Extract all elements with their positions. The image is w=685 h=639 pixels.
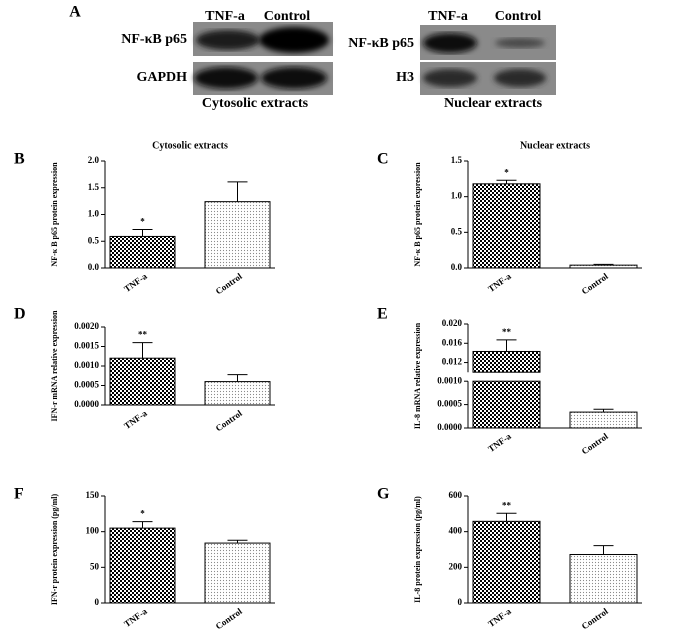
y-tick-label: 2.0 (88, 155, 100, 165)
significance: * (140, 217, 145, 227)
bar (472, 183, 541, 269)
x-tick-label: TNF-a (486, 431, 513, 454)
panel-letter: G (377, 486, 390, 503)
error-bar (593, 263, 614, 266)
blot-row: NF-κB p65 (121, 32, 187, 47)
significance: * (140, 509, 145, 519)
y-axis-label: NF-κ B p65 protein expression (50, 162, 59, 267)
x-tick-label: Control (580, 606, 611, 632)
significance: ** (502, 500, 512, 510)
error-bar (496, 179, 517, 184)
bar (569, 264, 638, 269)
y-tick-label: 1.5 (451, 155, 463, 165)
y-tick-label: 0 (458, 597, 463, 607)
error-bar (132, 228, 153, 237)
x-tick-label: TNF-a (486, 271, 513, 294)
x-tick-label: Control (214, 606, 245, 632)
y-tick-label: 0.0 (451, 262, 463, 272)
significance: * (504, 167, 509, 177)
y-tick-label: 0.012 (442, 357, 463, 367)
panel-letter: B (14, 151, 25, 168)
panel-letter: C (377, 151, 389, 168)
bar (569, 553, 638, 604)
blot-row: NF-κB p65 (348, 36, 414, 51)
x-tick-label: Control (214, 408, 245, 434)
x-tick-label: Control (214, 271, 245, 297)
x-tick-label: TNF-a (486, 606, 513, 629)
error-bar (227, 181, 248, 202)
bar (109, 235, 176, 269)
y-axis-label: IL-8 mRNA relative expression (413, 322, 422, 429)
significance: ** (502, 327, 512, 337)
y-tick-label: 0.0010 (74, 360, 99, 370)
blot-caption: Nuclear extracts (444, 96, 543, 111)
bar (109, 357, 176, 406)
blot-column: Control (264, 9, 311, 24)
bar (204, 381, 271, 406)
bar (204, 201, 271, 269)
bar (569, 411, 638, 429)
y-tick-label: 0.016 (442, 337, 463, 347)
y-tick-label: 0.020 (442, 318, 463, 328)
y-tick-label: 0.0000 (74, 399, 99, 409)
y-axis-label: NF-κ B p65 protein expression (413, 162, 422, 267)
panel-letter: D (14, 306, 26, 323)
y-tick-label: 0.0015 (74, 341, 99, 351)
y-tick-label: 0.0020 (74, 321, 99, 331)
error-bar (227, 374, 248, 382)
chart-title: Cytosolic extracts (152, 140, 228, 151)
y-tick-label: 150 (86, 490, 100, 500)
y-tick-label: 0.5 (88, 235, 100, 245)
y-tick-label: 0.0000 (437, 422, 462, 432)
blot-column: TNF-a (205, 9, 245, 24)
y-tick-label: 50 (90, 561, 100, 571)
panel-letter: E (377, 306, 388, 323)
blot-column: Control (495, 9, 542, 24)
error-bar (496, 512, 517, 522)
error-bar (132, 342, 153, 359)
panel-letter: F (14, 486, 24, 503)
bar (109, 527, 176, 604)
y-tick-label: 600 (449, 490, 463, 500)
error-bar (496, 339, 517, 352)
y-tick-label: 1.0 (88, 209, 100, 219)
x-tick-label: Control (580, 271, 611, 297)
y-tick-label: 100 (86, 526, 100, 536)
significance: ** (138, 330, 148, 340)
panel-letter: A (69, 4, 81, 21)
x-tick-label: TNF-a (122, 408, 149, 431)
x-tick-label: TNF-a (122, 606, 149, 629)
blot-right (420, 25, 556, 95)
y-axis-label: IFN-r protein expression (pg/ml) (50, 494, 59, 606)
bar (472, 520, 541, 604)
y-tick-label: 0.0010 (437, 375, 462, 385)
y-tick-label: 0.0 (88, 262, 100, 272)
y-tick-label: 0.0005 (437, 399, 462, 409)
blot-row: GAPDH (136, 70, 187, 85)
y-tick-label: 1.0 (451, 191, 463, 201)
y-tick-label: 0 (95, 597, 100, 607)
error-bar (593, 545, 614, 555)
y-tick-label: 0.5 (451, 226, 463, 236)
bar (472, 380, 541, 429)
y-tick-label: 400 (449, 526, 463, 536)
blot-row: H3 (396, 70, 414, 85)
bar (204, 542, 271, 604)
chart-title: Nuclear extracts (520, 140, 590, 151)
y-tick-label: 200 (449, 561, 463, 571)
y-tick-label: 1.5 (88, 182, 100, 192)
x-tick-label: TNF-a (122, 271, 149, 294)
x-tick-label: Control (580, 431, 611, 457)
y-axis-label: IFN-r mRNA relative expression (50, 310, 59, 421)
bar (472, 350, 541, 373)
blot-column: TNF-a (428, 9, 468, 24)
error-bar (132, 521, 153, 529)
y-tick-label: 0.0005 (74, 380, 99, 390)
blot-left (193, 22, 333, 95)
error-bar (593, 408, 614, 413)
error-bar (227, 539, 248, 544)
blot-caption: Cytosolic extracts (202, 96, 309, 111)
y-axis-label: IL-8 protein expression (pg/ml) (413, 496, 422, 603)
